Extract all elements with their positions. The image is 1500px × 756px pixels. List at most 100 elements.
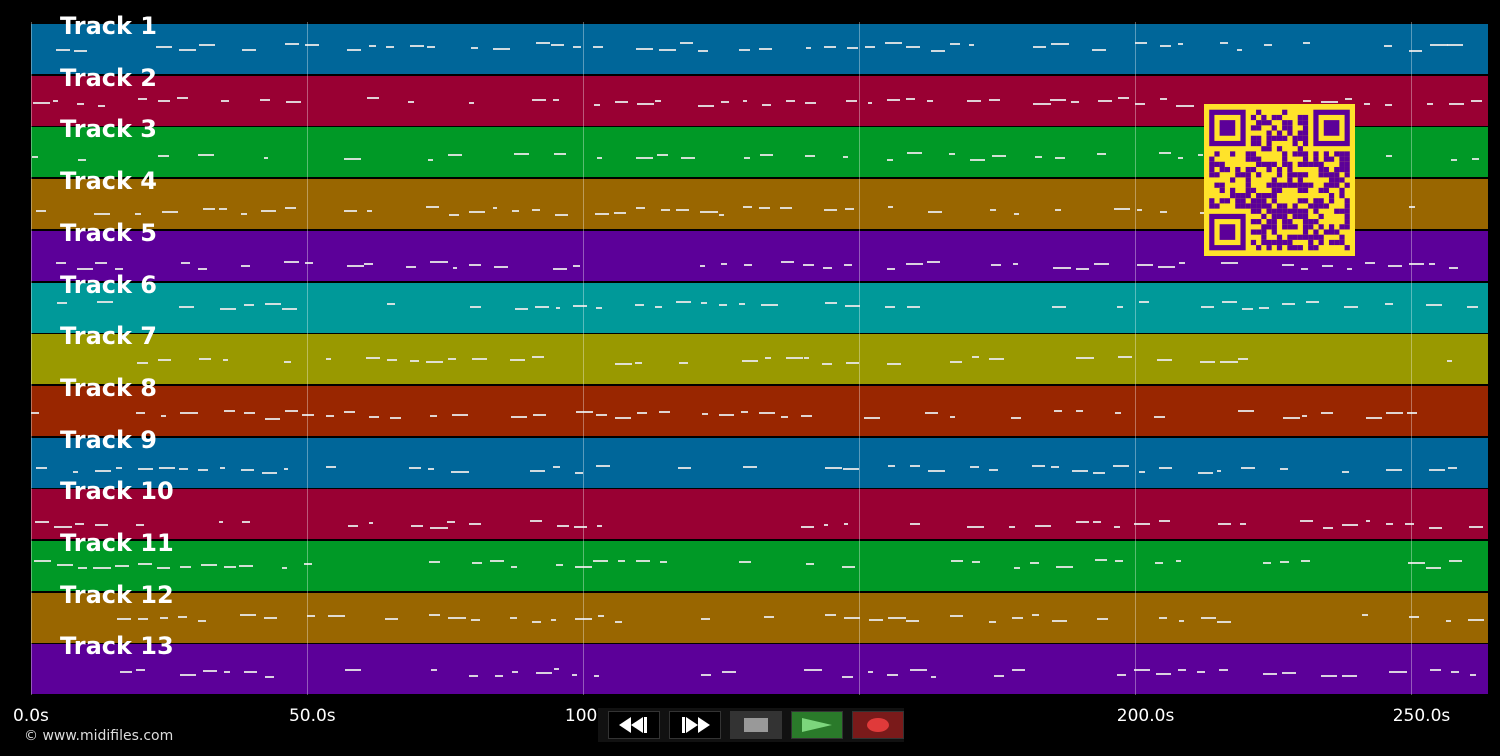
- note: [494, 265, 508, 268]
- note: [909, 465, 921, 468]
- note: [223, 409, 235, 412]
- note: [925, 411, 939, 414]
- note: [824, 467, 842, 470]
- note: [1096, 153, 1106, 156]
- track-notes: [31, 231, 1488, 281]
- note: [1299, 519, 1313, 522]
- note: [700, 265, 705, 268]
- note: [264, 303, 281, 306]
- track-lane[interactable]: Track 2: [31, 66, 1488, 126]
- note: [1160, 45, 1172, 47]
- note: [1200, 617, 1217, 620]
- note: [949, 416, 956, 419]
- fast-forward-button[interactable]: [669, 711, 721, 739]
- track-lane[interactable]: Track 12: [31, 583, 1488, 643]
- note: [1052, 619, 1068, 622]
- note: [801, 415, 813, 418]
- note: [868, 619, 883, 621]
- note: [1385, 412, 1403, 415]
- note: [1363, 102, 1370, 105]
- qr-code: [1204, 104, 1355, 256]
- note: [1386, 522, 1393, 525]
- note: [161, 211, 178, 214]
- note: [1282, 264, 1295, 267]
- note: [1139, 301, 1150, 304]
- note: [1096, 618, 1109, 621]
- note: [1262, 562, 1271, 565]
- note: [844, 617, 861, 620]
- note: [202, 207, 216, 210]
- note: [514, 307, 529, 310]
- note: [1051, 42, 1069, 45]
- track-lane[interactable]: Track 8: [31, 376, 1488, 436]
- note: [931, 675, 937, 678]
- note: [886, 158, 894, 161]
- note: [676, 300, 692, 303]
- note: [326, 466, 336, 469]
- note: [847, 47, 859, 50]
- note: [679, 361, 689, 364]
- track-lane[interactable]: Track 1: [31, 14, 1488, 74]
- note: [1282, 672, 1297, 675]
- note: [989, 357, 1004, 360]
- track-lane[interactable]: Track 10: [31, 479, 1488, 540]
- note: [178, 468, 188, 471]
- track-label: Track 5: [60, 218, 158, 247]
- track-lane[interactable]: Track 11: [31, 531, 1488, 591]
- stop-button[interactable]: [730, 711, 782, 739]
- note: [469, 674, 478, 677]
- note: [469, 305, 482, 308]
- note: [927, 210, 942, 213]
- track-label: Track 1: [60, 12, 158, 40]
- note: [658, 49, 676, 52]
- note: [1136, 208, 1143, 211]
- note: [1030, 561, 1039, 564]
- note: [739, 302, 745, 305]
- note: [263, 156, 268, 159]
- time-gridline: [1410, 22, 1412, 695]
- time-tick-label: 0.0s: [13, 706, 49, 726]
- track-lane[interactable]: Track 6: [31, 273, 1488, 333]
- note: [343, 157, 361, 160]
- track-lane[interactable]: Track 13: [31, 634, 1488, 695]
- note: [906, 620, 920, 623]
- note: [535, 42, 550, 45]
- note: [553, 668, 560, 671]
- note: [1470, 673, 1477, 676]
- note: [1344, 97, 1353, 100]
- note: [844, 207, 854, 210]
- note: [220, 467, 225, 470]
- note: [1011, 416, 1021, 419]
- note: [74, 522, 84, 525]
- note: [1263, 44, 1272, 46]
- track-label: Track 6: [60, 270, 158, 299]
- note: [223, 671, 230, 674]
- note: [1033, 45, 1047, 48]
- note: [241, 48, 256, 51]
- note: [576, 410, 593, 413]
- note: [1446, 43, 1463, 46]
- note: [1196, 670, 1205, 673]
- note: [1448, 102, 1465, 105]
- note: [1053, 267, 1071, 270]
- note: [595, 212, 610, 215]
- track-lane[interactable]: Track 9: [31, 428, 1488, 488]
- note: [930, 49, 945, 52]
- play-button[interactable]: [791, 711, 843, 739]
- note: [1217, 470, 1222, 473]
- track-lane[interactable]: Track 7: [31, 324, 1488, 385]
- note: [614, 362, 632, 365]
- note: [1137, 264, 1154, 267]
- note: [264, 676, 274, 679]
- note: [1154, 415, 1165, 418]
- record-button[interactable]: [852, 711, 904, 739]
- note: [1075, 410, 1083, 413]
- note: [804, 101, 817, 104]
- note: [1430, 44, 1448, 47]
- track-notes: [31, 24, 1488, 74]
- note: [887, 99, 901, 102]
- note: [1197, 153, 1204, 156]
- note: [697, 104, 715, 107]
- rewind-button[interactable]: [608, 711, 660, 739]
- note: [680, 42, 694, 44]
